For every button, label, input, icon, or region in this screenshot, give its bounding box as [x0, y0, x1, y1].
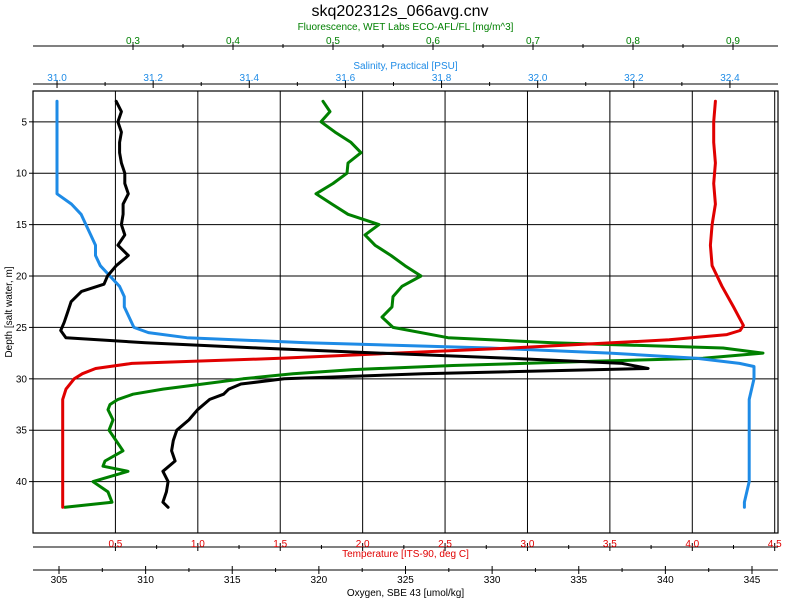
x-tick-label-salinity: 31.4	[240, 73, 260, 84]
x-tick-label-temperature: 4.0	[685, 539, 699, 550]
x-tick-label-salinity: 31.8	[432, 73, 452, 84]
series-line-salinity	[55, 99, 756, 509]
x-tick-label-temperature: 2.0	[356, 539, 370, 550]
x-tick-label-oxygen: 345	[744, 575, 761, 586]
x-tick-label-oxygen: 340	[657, 575, 674, 586]
y-tick-label: 30	[16, 374, 28, 385]
x-tick-label-temperature: 0.5	[108, 539, 122, 550]
chart-title: skq202312s_066avg.cnv	[311, 3, 488, 20]
x-tick-label-fluorescence: 0.9	[726, 36, 740, 47]
y-tick-label: 40	[16, 477, 28, 488]
x-tick-label-oxygen: 305	[51, 575, 68, 586]
y-tick-label: 25	[16, 323, 28, 334]
x-tick-label-fluorescence: 0.6	[426, 36, 440, 47]
x-tick-label-fluorescence: 0.4	[226, 36, 240, 47]
x-tick-label-temperature: 3.5	[603, 539, 617, 550]
y-axis-label: Depth [salt water, m]	[4, 266, 15, 357]
y-tick-label: 15	[16, 220, 28, 231]
x-axis-label-temperature: Temperature [ITS-90, deg C]	[342, 549, 469, 560]
x-tick-label-salinity: 32.4	[720, 73, 740, 84]
x-axis-label-oxygen: Oxygen, SBE 43 [umol/kg]	[347, 588, 465, 599]
y-tick-label: 10	[16, 169, 28, 180]
x-tick-label-salinity: 31.6	[336, 73, 356, 84]
x-axis-label-salinity: Salinity, Practical [PSU]	[353, 61, 458, 72]
x-tick-label-salinity: 31.0	[47, 73, 67, 84]
y-tick-label: 5	[21, 117, 27, 128]
x-tick-label-salinity: 31.2	[143, 73, 163, 84]
series-line-oxygen	[59, 99, 650, 509]
x-tick-label-fluorescence: 0.8	[626, 36, 640, 47]
x-tick-label-temperature: 3.0	[521, 539, 535, 550]
x-tick-label-temperature: 2.5	[438, 539, 452, 550]
plot-frame	[32, 90, 779, 534]
x-tick-label-temperature: 1.5	[273, 539, 287, 550]
x-tick-label-oxygen: 325	[397, 575, 414, 586]
x-tick-label-fluorescence: 0.5	[326, 36, 340, 47]
x-tick-label-oxygen: 315	[224, 575, 241, 586]
x-tick-label-oxygen: 335	[570, 575, 587, 586]
series-line-fluorescence	[63, 99, 765, 509]
x-axis-label-fluorescence: Fluorescence, WET Labs ECO-AFL/FL [mg/m^…	[298, 22, 514, 33]
x-tick-label-fluorescence: 0.7	[526, 36, 540, 47]
x-tick-label-temperature: 1.0	[191, 539, 205, 550]
series-line-temperature	[61, 99, 745, 509]
y-tick-label: 20	[16, 272, 28, 283]
x-tick-label-temperature: 4.5	[768, 539, 782, 550]
x-tick-label-oxygen: 330	[484, 575, 501, 586]
x-tick-label-oxygen: 320	[311, 575, 328, 586]
x-tick-label-oxygen: 310	[137, 575, 154, 586]
y-tick-label: 35	[16, 426, 28, 437]
x-tick-label-salinity: 32.0	[528, 73, 548, 84]
x-tick-label-salinity: 32.2	[624, 73, 644, 84]
x-tick-label-fluorescence: 0.3	[126, 36, 140, 47]
